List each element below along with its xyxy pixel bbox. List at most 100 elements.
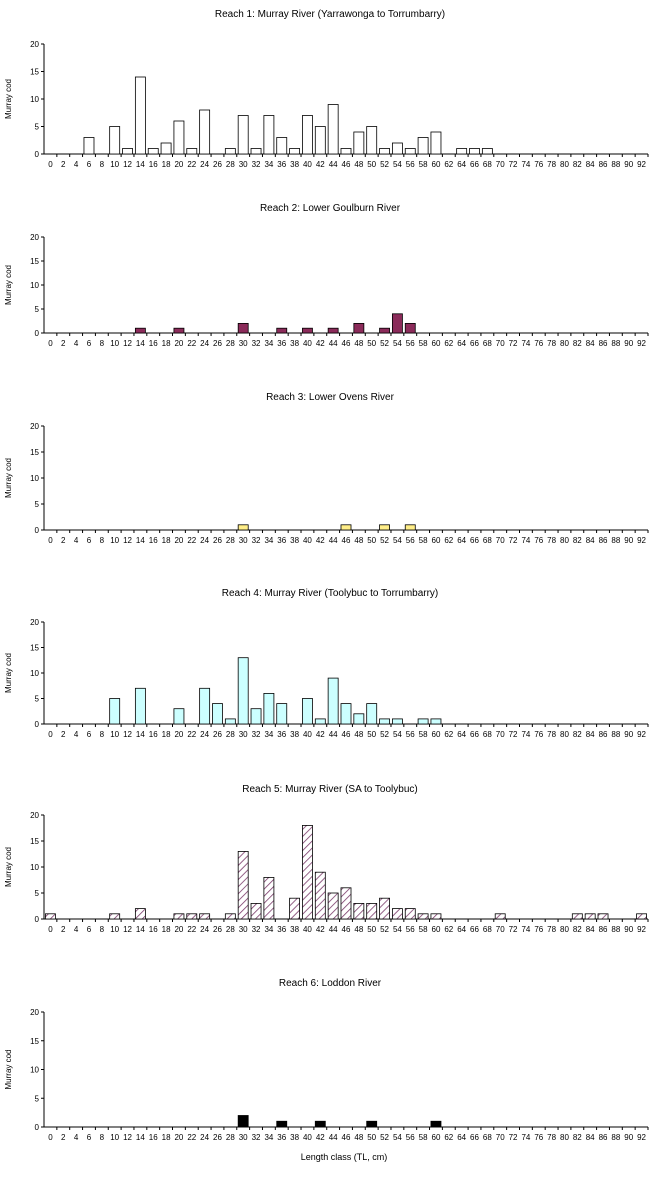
- bar-52cm: [379, 524, 390, 531]
- bar-44cm: [327, 327, 339, 334]
- y-tick-label: 10: [30, 95, 39, 104]
- x-tick-label: 72: [509, 730, 518, 739]
- y-tick-label: 10: [30, 1066, 39, 1075]
- x-tick-label: 62: [444, 339, 453, 348]
- x-tick-label: 78: [547, 1133, 556, 1142]
- bar-32cm: [250, 903, 262, 920]
- x-tick-label: 8: [100, 536, 105, 545]
- bar-44cm: [327, 104, 339, 155]
- x-tick-label: 28: [226, 1133, 235, 1142]
- x-tick-label: 10: [110, 536, 119, 545]
- x-tick-label: 50: [367, 536, 376, 545]
- y-tick-label: 0: [35, 1123, 40, 1132]
- x-tick-label: 86: [599, 1133, 608, 1142]
- x-tick-label: 40: [303, 1133, 312, 1142]
- x-tick-label: 0: [48, 339, 53, 348]
- x-tick-label: 42: [316, 339, 325, 348]
- x-tick-label: 82: [573, 1133, 582, 1142]
- x-tick-label: 60: [432, 1133, 441, 1142]
- x-tick-label: 82: [573, 536, 582, 545]
- x-tick-label: 16: [149, 730, 158, 739]
- bar-50cm: [366, 1120, 378, 1128]
- bar-46cm: [340, 887, 352, 920]
- x-tick-label: 62: [444, 160, 453, 169]
- x-tick-label: 56: [406, 730, 415, 739]
- x-tick-label: 24: [200, 536, 209, 545]
- bar-14cm: [134, 327, 146, 334]
- x-tick-label: 26: [213, 536, 222, 545]
- y-tick-label: 20: [30, 422, 39, 431]
- y-tick-label: 5: [35, 305, 40, 314]
- x-tick-label: 22: [187, 1133, 196, 1142]
- x-tick-label: 20: [174, 1133, 183, 1142]
- y-tick-label: 0: [35, 720, 40, 729]
- x-tick-label: 2: [61, 339, 66, 348]
- bar-82cm: [571, 913, 583, 920]
- x-tick-label: 30: [239, 730, 248, 739]
- bar-34cm: [263, 115, 275, 155]
- y-tick-label: 20: [30, 233, 39, 242]
- x-tick-label: 12: [123, 1133, 132, 1142]
- x-tick-label: 32: [252, 730, 261, 739]
- x-tick-label: 14: [136, 160, 145, 169]
- x-tick-label: 46: [342, 1133, 351, 1142]
- x-tick-label: 4: [74, 160, 79, 169]
- x-tick-label: 10: [110, 339, 119, 348]
- x-tick-label: 80: [560, 925, 569, 934]
- x-tick-label: 12: [123, 730, 132, 739]
- x-tick-label: 64: [457, 536, 466, 545]
- x-tick-label: 68: [483, 730, 492, 739]
- x-tick-label: 70: [496, 536, 505, 545]
- x-tick-label: 78: [547, 339, 556, 348]
- y-tick-label: 20: [30, 40, 39, 49]
- bar-34cm: [263, 877, 275, 920]
- x-tick-label: 38: [290, 1133, 299, 1142]
- x-tick-label: 8: [100, 1133, 105, 1142]
- x-tick-label: 80: [560, 339, 569, 348]
- y-tick-label: 15: [30, 68, 39, 77]
- x-tick-label: 8: [100, 339, 105, 348]
- x-tick-label: 86: [599, 536, 608, 545]
- x-tick-label: 40: [303, 339, 312, 348]
- x-tick-label: 88: [611, 160, 620, 169]
- chart-panel-1: Reach 1: Murray River (Yarrawonga to Tor…: [4, 9, 649, 169]
- x-tick-label: 52: [380, 730, 389, 739]
- y-tick-label: 20: [30, 811, 39, 820]
- bar-20cm: [173, 913, 185, 920]
- x-tick-label: 52: [380, 339, 389, 348]
- x-tick-label: 60: [432, 160, 441, 169]
- x-tick-label: 60: [432, 925, 441, 934]
- x-tick-label: 68: [483, 925, 492, 934]
- x-tick-label: 54: [393, 1133, 402, 1142]
- x-tick-label: 58: [419, 160, 428, 169]
- bar-30cm: [237, 1115, 249, 1128]
- x-tick-label: 78: [547, 160, 556, 169]
- bar-30cm: [237, 524, 249, 531]
- x-tick-label: 18: [162, 339, 171, 348]
- x-tick-label: 92: [637, 160, 646, 169]
- x-tick-label: 74: [521, 730, 530, 739]
- x-tick-label: 88: [611, 1133, 620, 1142]
- x-tick-label: 40: [303, 160, 312, 169]
- chart-title: Reach 5: Murray River (SA to Toolybuc): [242, 784, 417, 795]
- x-tick-label: 82: [573, 730, 582, 739]
- x-tick-label: 56: [406, 925, 415, 934]
- bar-70cm: [494, 913, 506, 920]
- x-tick-label: 16: [149, 160, 158, 169]
- x-tick-label: 84: [586, 160, 595, 169]
- x-tick-label: 92: [637, 1133, 646, 1142]
- bar-60cm: [430, 131, 442, 155]
- x-tick-label: 88: [611, 339, 620, 348]
- y-axis-label: Murray cod: [4, 79, 13, 119]
- x-tick-label: 40: [303, 925, 312, 934]
- x-tick-label: 34: [264, 730, 273, 739]
- x-tick-label: 18: [162, 1133, 171, 1142]
- bar-10cm: [109, 126, 121, 155]
- x-tick-label: 4: [74, 536, 79, 545]
- x-tick-label: 10: [110, 730, 119, 739]
- bar-12cm: [122, 148, 133, 155]
- x-tick-label: 50: [367, 730, 376, 739]
- x-tick-label: 24: [200, 160, 209, 169]
- x-tick-label: 44: [329, 925, 338, 934]
- x-tick-label: 68: [483, 536, 492, 545]
